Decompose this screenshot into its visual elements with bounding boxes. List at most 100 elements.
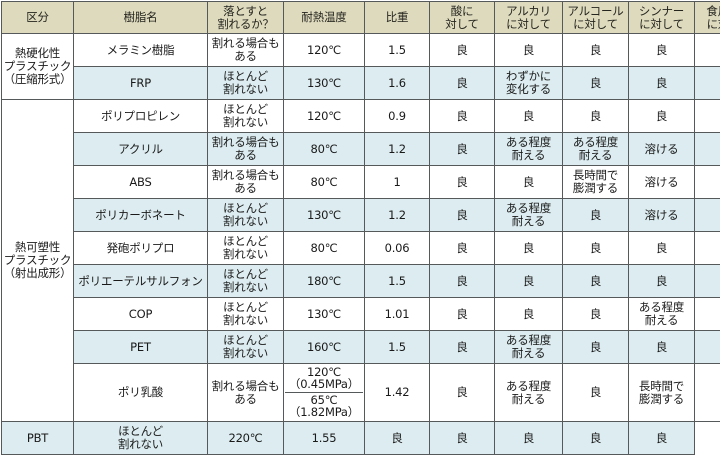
cell-alcohol: 良 [563, 100, 629, 133]
cell-line: 良 [431, 308, 493, 321]
header-line: 区分 [3, 11, 72, 24]
header-line: アルコール [564, 5, 627, 18]
cell-line: 割れない [209, 314, 282, 327]
header-line: アルカリ [496, 5, 561, 18]
header-line: 割れるか？ [209, 18, 282, 31]
cell-heat-temp: 130℃ [284, 67, 365, 100]
cell-line: 良 [431, 44, 493, 57]
column-header-edible-oil: 食用油類に対して [695, 2, 720, 34]
cell-line: 80℃ [285, 176, 363, 189]
cell-drop-break: ほとんど割れない [208, 331, 284, 364]
column-header-alcohol: アルコールに対して [563, 2, 629, 34]
cell-alkali: ある程度耐える [495, 364, 563, 422]
cell-drop-break: 割れる場合もある [208, 34, 284, 67]
cell-heat-temp: 130℃ [284, 199, 365, 232]
cell-resin-name: 発砲ポリプロ [74, 232, 208, 265]
cell-alcohol: 良 [563, 364, 629, 422]
cell-line: 良 [564, 44, 627, 57]
cell-acid: 良 [430, 232, 495, 265]
heat-temp-bottom: 65℃（1.82MPa） [285, 393, 363, 421]
cell-line: 良 [366, 432, 428, 445]
cell-line: 130℃ [285, 308, 363, 321]
cell-drop-break: 割れる場合もある [208, 133, 284, 166]
cell-acid: 良 [430, 199, 495, 232]
cell-line: 80℃ [285, 143, 363, 156]
cell-line: 良 [496, 176, 561, 189]
cell-line: 割れない [75, 438, 206, 451]
cell-drop-break: ほとんど割れない [208, 232, 284, 265]
cell-alkali: 良 [495, 265, 563, 298]
cell-alkali: 良 [495, 100, 563, 133]
cell-acid: 良 [430, 100, 495, 133]
cell-alkali: 良 [430, 422, 495, 455]
cell-alcohol: 長時間で膨潤する [563, 166, 629, 199]
cell-thinner: 溶ける [629, 166, 695, 199]
cell-line: 良 [696, 242, 720, 255]
cell-line: 耐える [496, 393, 561, 406]
cell-edible-oil: 良 [695, 199, 720, 232]
cell-line: 良 [496, 110, 561, 123]
cell-line: 180℃ [285, 275, 363, 288]
cell-drop-break: ほとんど割れない [208, 265, 284, 298]
cell-line: 割れない [209, 248, 282, 261]
cell-acid: 良 [430, 166, 495, 199]
cell-line: 良 [431, 432, 493, 445]
column-header-alkali: アルカリに対して [495, 2, 563, 34]
cell-specific-gravity: 1.2 [365, 133, 430, 166]
header-line: に対して [696, 18, 720, 31]
cell-line: 良 [496, 432, 561, 445]
cell-line: 良 [630, 242, 693, 255]
cell-thinner: 良 [629, 331, 695, 364]
cell-drop-break: 割れる場合もある [208, 166, 284, 199]
cell-line: 良 [696, 308, 720, 321]
cell-line: 良 [696, 143, 720, 156]
cell-edible-oil: 良 [695, 166, 720, 199]
cell-line: 割れない [209, 281, 282, 294]
cell-alkali: 良 [495, 298, 563, 331]
cell-edible-oil: 良 [695, 133, 720, 166]
cell-alcohol: 良 [563, 34, 629, 67]
column-header-resin-name: 樹脂名 [74, 2, 208, 34]
cell-line: 良 [564, 308, 627, 321]
cell-alcohol: 良 [563, 232, 629, 265]
cell-specific-gravity: 1 [365, 166, 430, 199]
cell-alkali: 良 [495, 34, 563, 67]
cell-line: 130℃ [285, 209, 363, 222]
cell-line: 耐える [564, 149, 627, 162]
cell-drop-break: ほとんど割れない [208, 298, 284, 331]
cell-heat-temp: 120℃ [284, 100, 365, 133]
cell-line: ほとんど [75, 425, 206, 438]
cell-line: 良 [696, 176, 720, 189]
cell-line: 割れない [209, 215, 282, 228]
cell-alcohol: 良 [563, 265, 629, 298]
cell-specific-gravity: 0.06 [365, 232, 430, 265]
group-cell-thermosetting: 熱硬化性プラスチック（圧縮形式） [2, 34, 74, 100]
cell-drop-break: ほとんど割れない [74, 422, 208, 455]
header-line: 酸に [431, 5, 493, 18]
cell-line: 65℃ [285, 394, 363, 406]
cell-specific-gravity: 1.42 [365, 364, 430, 422]
cell-heat-temp: 80℃ [284, 133, 365, 166]
cell-line: 割れる場合も [209, 380, 282, 393]
cell-line: 良 [696, 77, 720, 90]
cell-specific-gravity: 1.5 [365, 331, 430, 364]
cell-line: 膨潤する [564, 182, 627, 195]
group-label-line: （射出成形） [3, 267, 72, 280]
header-line: 耐熱温度 [285, 11, 363, 24]
header-line: に対して [630, 18, 693, 31]
cell-line: 220℃ [209, 432, 282, 445]
cell-edible-oil: 良 [695, 232, 720, 265]
cell-resin-name: ポリエーテルサルフォン [74, 265, 208, 298]
cell-line: 良 [496, 242, 561, 255]
cell-specific-gravity: 1.6 [365, 67, 430, 100]
cell-alkali: 良 [495, 232, 563, 265]
cell-line: 変化する [496, 83, 561, 96]
cell-thinner: 長時間で膨潤する [629, 364, 695, 422]
